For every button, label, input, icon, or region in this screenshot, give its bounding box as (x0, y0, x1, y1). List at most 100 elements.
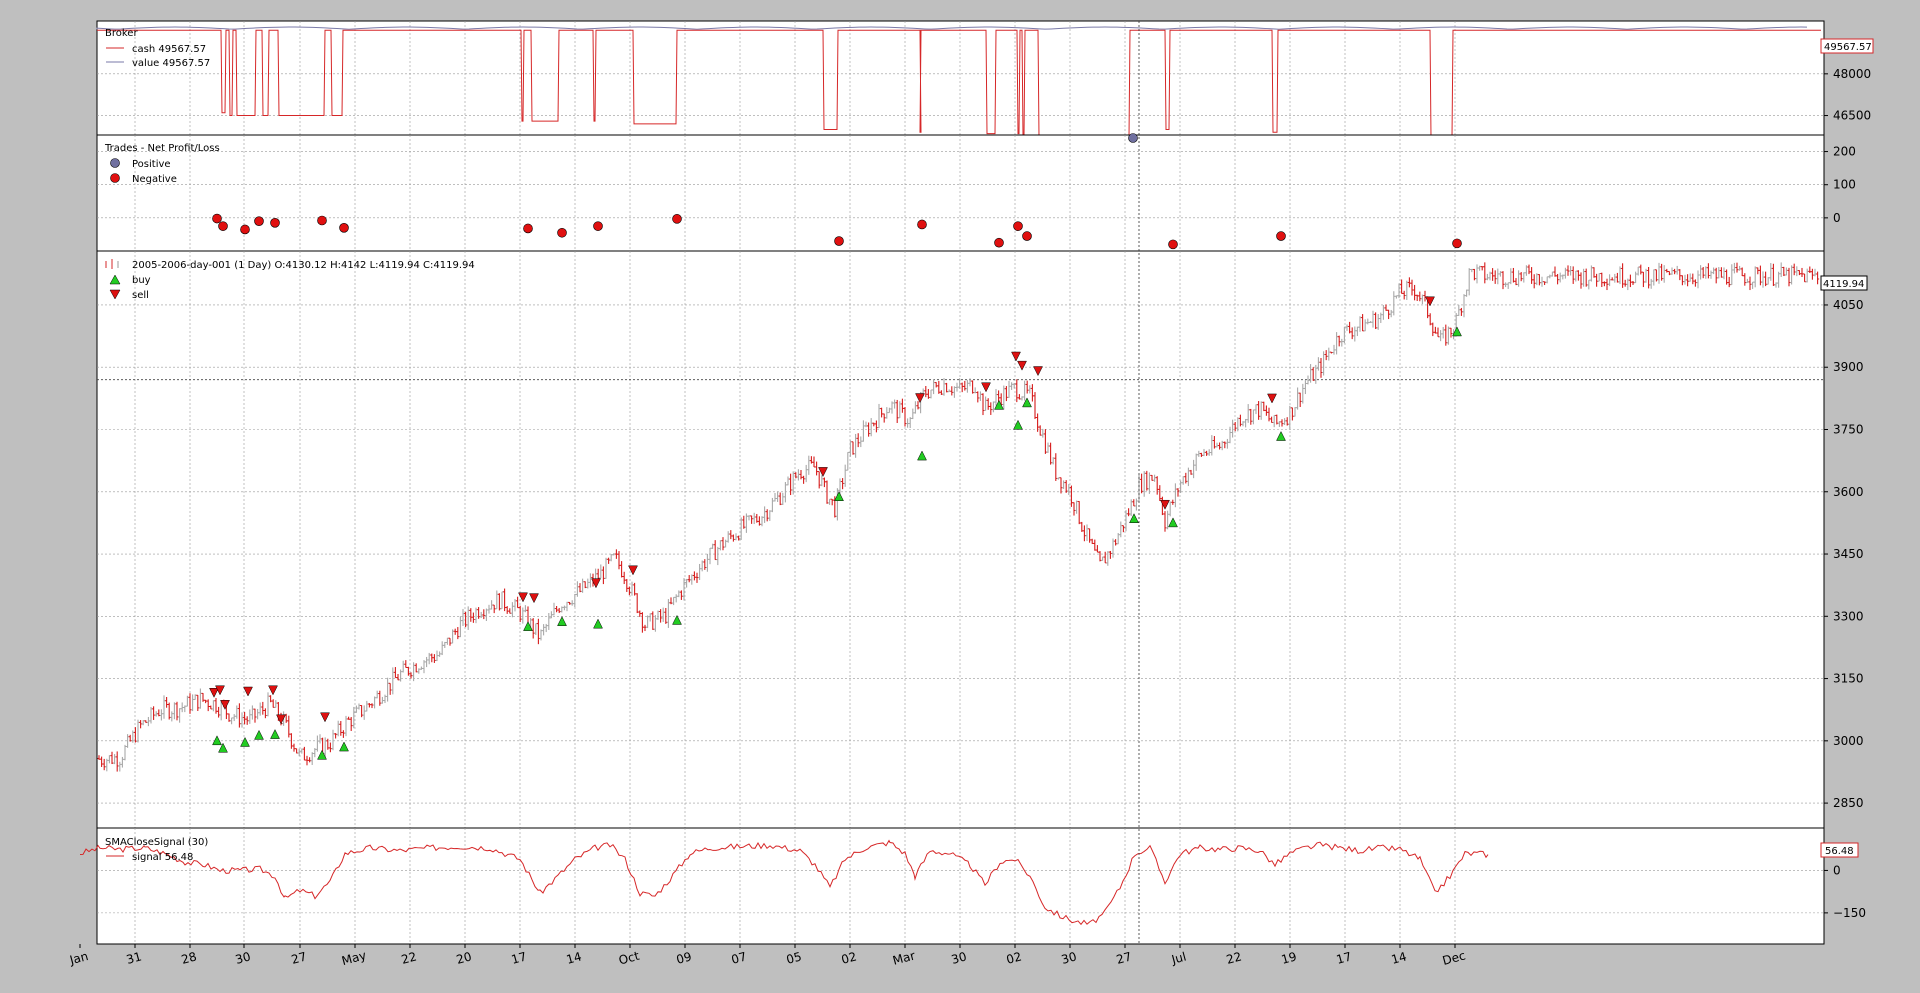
buy-marker (1022, 397, 1032, 408)
signal-title: SMACloseSignal (30) (105, 837, 208, 848)
negative-trade-marker (212, 213, 222, 224)
xtick-label: Jul (1169, 950, 1188, 968)
broker-legend: cash 49567.57 value 49567.57 (106, 44, 210, 69)
xtick-label: 22 (1225, 949, 1243, 966)
sell-marker (215, 685, 225, 696)
negative-trade-marker (339, 223, 349, 233)
legend-signal: signal 56.48 (132, 852, 193, 863)
xtick-label: 14 (565, 949, 583, 966)
sell-marker (276, 714, 286, 725)
xtick-label: 20 (455, 949, 473, 966)
sell-marker (1017, 360, 1027, 371)
legend-buy: buy (132, 275, 151, 286)
xtick-label: 30 (950, 949, 968, 966)
ytick-label: 3000 (1833, 734, 1864, 748)
xtick-label: 30 (234, 949, 252, 966)
sell-marker (518, 592, 528, 603)
svg-text:56.48: 56.48 (1825, 846, 1854, 857)
sell-marker (320, 712, 330, 723)
signal-panel: 0 −150 SMACloseSignal (30) signal 56.48 5… (79, 827, 1866, 945)
negative-trade-marker (218, 221, 228, 231)
buy-marker (917, 450, 927, 461)
xtick-label: 17 (1335, 949, 1353, 966)
ytick-label: 2850 (1833, 796, 1864, 810)
trades-title: Trades - Net Profit/Loss (104, 143, 220, 154)
negative-trade-marker (672, 214, 682, 224)
negative-trade-marker (240, 224, 250, 235)
price-last-value-tag: 4119.94 (1820, 275, 1868, 291)
ytick-label: 3150 (1833, 672, 1864, 686)
sell-marker (1160, 499, 1170, 510)
sell-marker (915, 393, 925, 404)
legend-cash: cash 49567.57 (132, 44, 206, 55)
broker-panel: 48000 46500 Broker cash 49567.57 value 49… (96, 20, 1874, 139)
xtick-label: 27 (290, 949, 308, 966)
ytick-label: −150 (1833, 906, 1866, 920)
buy-marker (1168, 517, 1178, 528)
sell-marker (818, 467, 828, 477)
x-axis: Jan 31 28 30 27 May 22 20 17 14 Oct 09 07 05 02 Mar 30 02… (67, 944, 1467, 968)
negative-trade-marker (834, 236, 844, 246)
sell-marker (981, 382, 991, 393)
negative-trade-marker (557, 227, 567, 238)
buy-marker (339, 741, 349, 752)
sell-marker (1267, 393, 1277, 404)
xtick-label: 30 (1060, 949, 1078, 966)
xtick-label: 27 (1115, 949, 1133, 966)
xtick-label: 07 (730, 949, 748, 966)
broker-last-value-tag: 49567.57 (1820, 38, 1874, 54)
ytick-label: 48000 (1833, 67, 1871, 81)
ytick-label: 200 (1833, 145, 1856, 159)
negative-trade-marker (1013, 221, 1023, 231)
sell-marker (209, 688, 219, 698)
sell-marker (220, 700, 230, 710)
ytick-label: 3900 (1833, 360, 1864, 374)
ytick-label: 0 (1833, 211, 1841, 225)
sell-marker (1033, 366, 1043, 377)
buy-marker (523, 621, 533, 631)
negative-trade-marker (1022, 231, 1032, 241)
xtick-label: 19 (1280, 949, 1298, 966)
xtick-label: 31 (125, 949, 143, 966)
xtick-label: Dec (1441, 948, 1467, 968)
negative-trade-marker (523, 223, 533, 234)
legend-positive: Positive (132, 159, 171, 170)
ytick-label: 46500 (1833, 109, 1871, 123)
signal-legend: signal 56.48 (106, 852, 193, 863)
negative-trade-marker (254, 216, 264, 226)
buy-marker (270, 729, 280, 739)
price-panel: 4050 3900 3750 3600 3450 3300 3150 3000 2850 200… (96, 250, 1868, 829)
sell-marker (628, 565, 638, 576)
xtick-label: 22 (400, 949, 418, 966)
trades-legend: Positive Negative (110, 158, 177, 185)
ytick-label: 3600 (1833, 485, 1864, 499)
negative-trade-marker (1276, 231, 1286, 241)
negative-trade-marker (270, 218, 280, 228)
sell-marker (1425, 296, 1435, 307)
negative-trade-marker (917, 219, 927, 230)
xtick-label: 09 (675, 949, 693, 966)
ytick-label: 0 (1833, 863, 1841, 877)
price-legend-icon (105, 259, 119, 269)
xtick-label: Oct (617, 949, 641, 968)
trades-panel: 200 100 0 Trades - Net Profit/Loss Positiv… (96, 133, 1856, 252)
price-title: 2005-2006-day-001 (1 Day) O:4130.12 H:41… (132, 260, 475, 271)
xtick-label: 14 (1390, 949, 1408, 966)
xtick-label: 02 (840, 949, 858, 966)
buy-marker (834, 491, 844, 501)
ytick-label: 3450 (1833, 547, 1864, 561)
buy-marker (994, 399, 1004, 410)
signal-series-line (79, 839, 1489, 926)
sell-marker (268, 685, 278, 696)
price-legend: buy sell (109, 274, 151, 301)
ytick-label: 4050 (1833, 298, 1864, 312)
buy-marker (593, 618, 603, 629)
xtick-label: 05 (785, 949, 803, 966)
negative-trade-marker (1168, 239, 1178, 250)
buy-marker (240, 736, 250, 747)
xtick-label: May (340, 948, 368, 968)
legend-sell: sell (132, 290, 149, 301)
buy-marker (672, 614, 682, 625)
buy-marker (317, 749, 327, 760)
